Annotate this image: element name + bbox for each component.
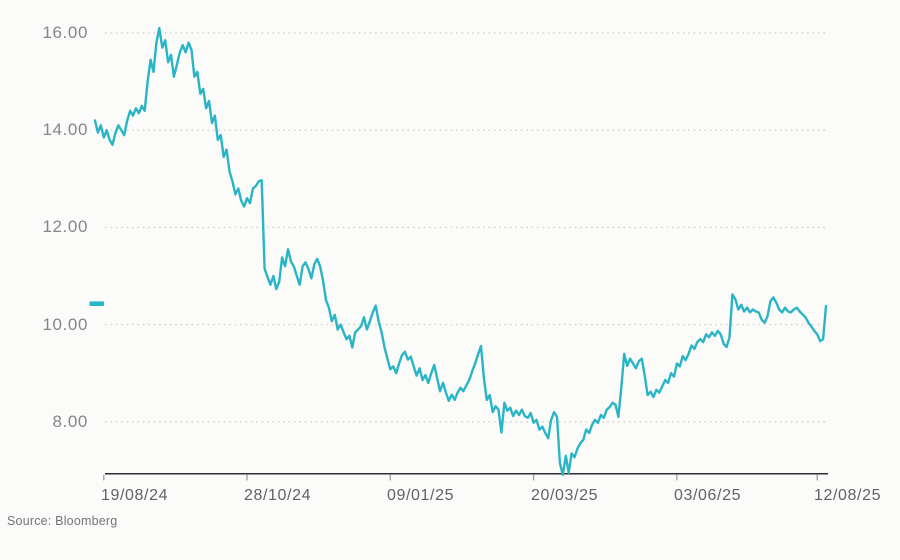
x-axis-label: 12/08/25 (814, 487, 882, 504)
x-axis-label: 20/03/25 (531, 487, 599, 504)
x-axis-label: 28/10/24 (244, 487, 312, 504)
source-attribution: Source: Bloomberg (7, 514, 118, 528)
x-axis-label: 19/08/24 (101, 487, 169, 504)
x-axis-label: 03/06/25 (674, 487, 742, 504)
price-series-line (93, 26, 828, 476)
x-axis-label: 09/01/25 (387, 487, 455, 504)
y-axis-label: 12.00 (42, 217, 88, 236)
y-axis-label: 8.00 (52, 412, 88, 431)
last-value-marker (89, 301, 104, 306)
y-axis-label: 10.00 (42, 315, 88, 334)
y-axis-label: 14.00 (42, 120, 88, 139)
y-axis-label: 16.00 (42, 23, 88, 42)
